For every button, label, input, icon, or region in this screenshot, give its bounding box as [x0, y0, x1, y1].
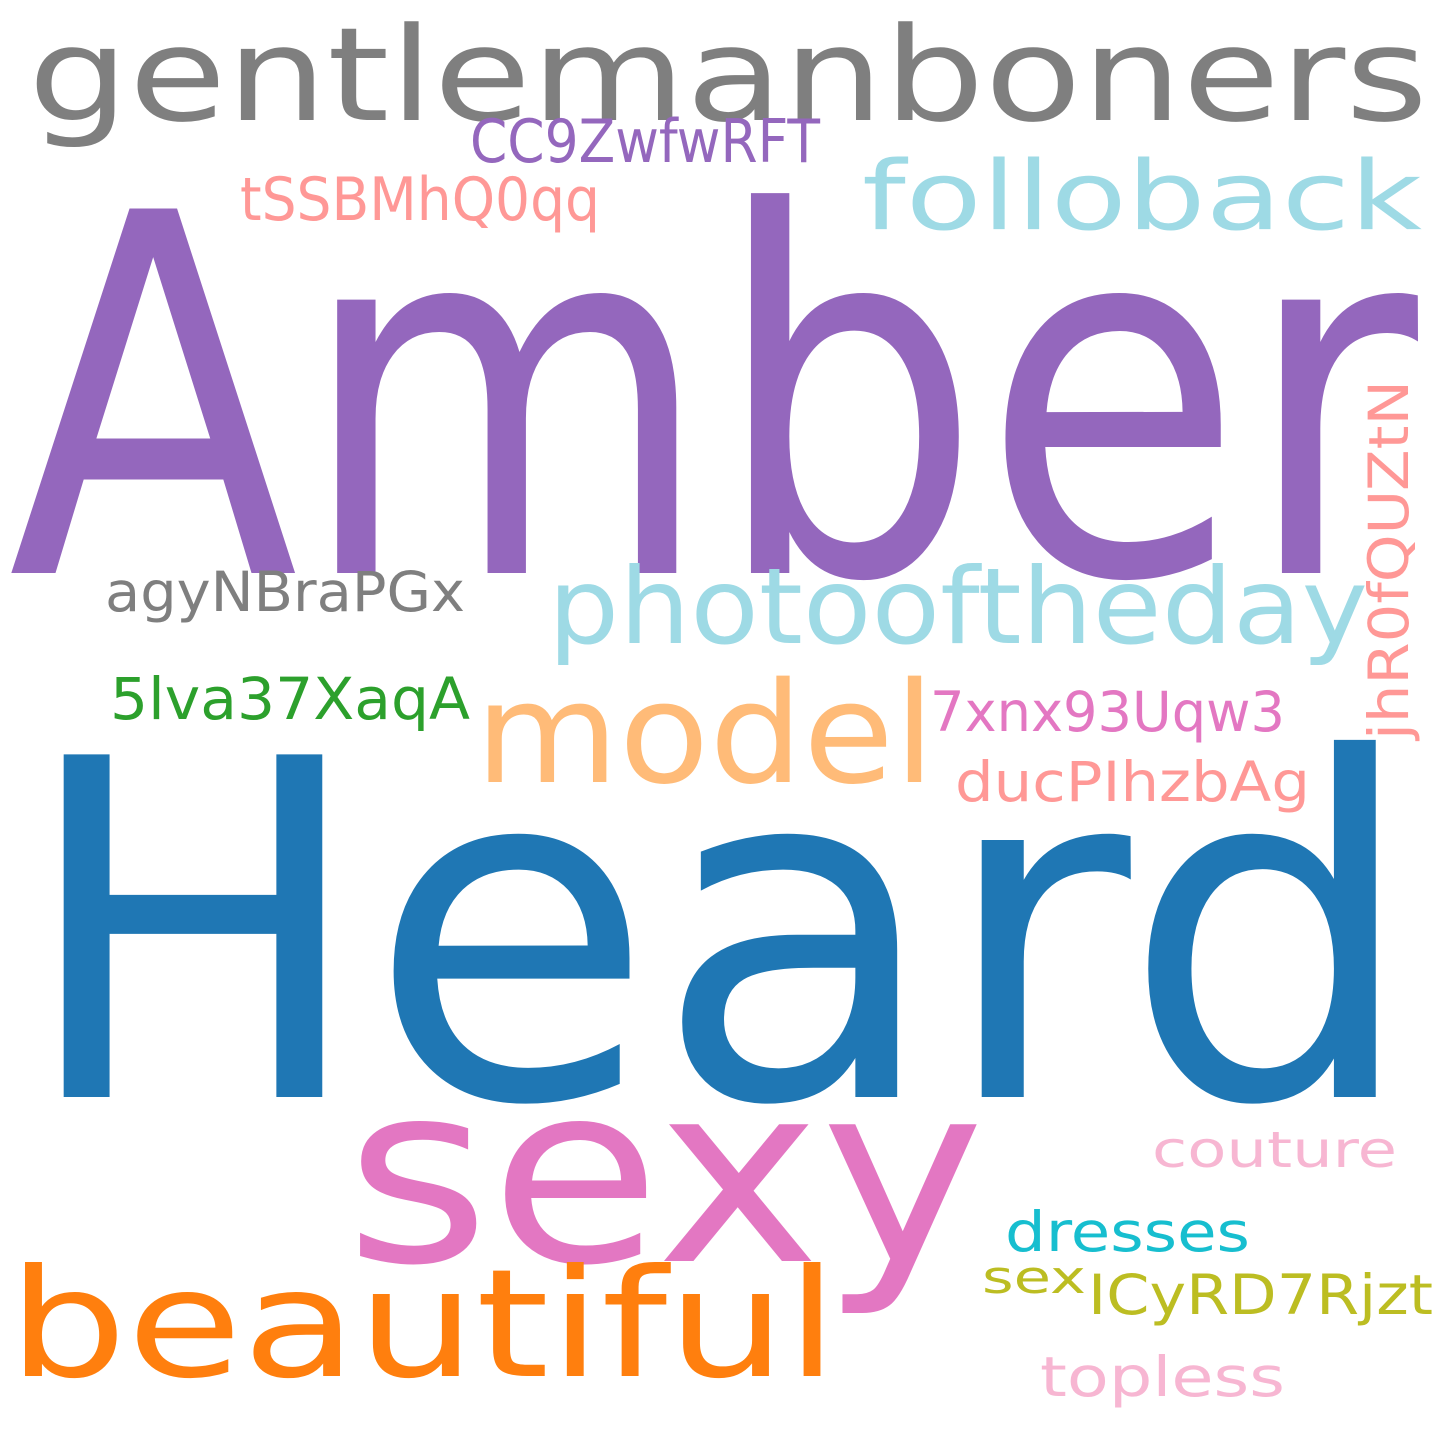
word-beautiful: beautiful: [8, 1238, 838, 1412]
word-dresses: dresses: [1005, 1200, 1250, 1264]
word-amber: Amber: [8, 109, 1418, 691]
word-tssbmhq0qq: tSSBMhQ0qq: [240, 165, 600, 235]
word-gentlemanboners: gentlemanboners: [28, 0, 1428, 151]
word-5lva37xaqa: 5lva37XaqA: [110, 665, 470, 733]
word-photooftheday: photooftheday: [548, 546, 1368, 668]
word-7xnx93uqw3: 7xnx93Uqw3: [930, 680, 1285, 744]
word-topless: topless: [1040, 1345, 1285, 1409]
word-sexy: sexy: [345, 1029, 985, 1320]
word-model: model: [475, 653, 935, 816]
word-couture: couture: [1152, 1121, 1397, 1179]
word-agynbrapgx: agyNBraPGx: [105, 560, 465, 624]
word-jhr0fquztn: jhR0fQUZtN: [1357, 380, 1421, 740]
word-heard: Heard: [18, 661, 1418, 1208]
word-ducpihzbag: ducPIhzbAg: [955, 750, 1310, 814]
word-sex: sex: [982, 1251, 1086, 1304]
word-icyrd7rjzt: ICyRD7Rjzt: [1088, 1263, 1433, 1327]
word-folloback: folloback: [862, 142, 1422, 252]
word-cc9zwfwrft: CC9ZwfwRFT: [470, 107, 820, 177]
